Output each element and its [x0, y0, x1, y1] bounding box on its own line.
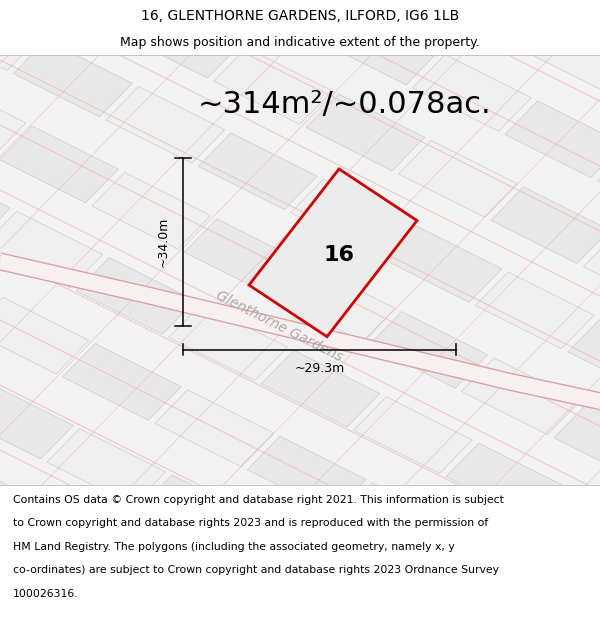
Polygon shape	[598, 148, 600, 224]
Text: HM Land Registry. The polygons (including the associated geometry, namely x, y: HM Land Registry. The polygons (includin…	[13, 542, 455, 552]
Polygon shape	[155, 390, 274, 466]
Polygon shape	[33, 514, 152, 591]
Polygon shape	[383, 226, 502, 302]
Polygon shape	[416, 614, 535, 625]
Polygon shape	[92, 173, 211, 249]
Polygon shape	[0, 382, 73, 459]
Polygon shape	[369, 311, 488, 388]
Polygon shape	[524, 576, 600, 625]
Polygon shape	[320, 8, 439, 85]
Polygon shape	[184, 219, 303, 296]
Polygon shape	[29, 0, 148, 32]
Polygon shape	[520, 16, 600, 92]
Polygon shape	[306, 94, 425, 171]
Polygon shape	[261, 351, 380, 427]
Polygon shape	[121, 1, 240, 78]
Polygon shape	[249, 169, 417, 337]
Polygon shape	[535, 0, 600, 6]
Polygon shape	[413, 54, 531, 131]
Polygon shape	[0, 0, 40, 71]
Text: 16, GLENTHORNE GARDENS, ILFORD, IG6 1LB: 16, GLENTHORNE GARDENS, ILFORD, IG6 1LB	[141, 9, 459, 24]
Polygon shape	[353, 397, 472, 473]
Polygon shape	[0, 80, 26, 156]
Text: 16: 16	[323, 245, 355, 265]
Polygon shape	[554, 404, 600, 481]
Polygon shape	[169, 304, 287, 381]
Polygon shape	[428, 0, 547, 46]
Polygon shape	[432, 529, 551, 606]
Polygon shape	[47, 429, 166, 505]
Polygon shape	[0, 297, 89, 374]
Text: Glenthorne Gardens: Glenthorne Gardens	[214, 288, 344, 364]
Polygon shape	[491, 187, 600, 264]
Polygon shape	[198, 133, 317, 209]
Polygon shape	[461, 358, 580, 434]
Polygon shape	[0, 165, 10, 241]
Text: ~29.3m: ~29.3m	[295, 362, 345, 376]
Polygon shape	[446, 443, 565, 520]
Polygon shape	[232, 521, 350, 598]
Polygon shape	[505, 101, 600, 178]
Text: Contains OS data © Crown copyright and database right 2021. This information is : Contains OS data © Crown copyright and d…	[13, 495, 504, 505]
Polygon shape	[277, 265, 395, 342]
Text: ~314m²/~0.078ac.: ~314m²/~0.078ac.	[198, 90, 492, 119]
Polygon shape	[139, 475, 258, 552]
Polygon shape	[0, 126, 118, 202]
Text: co-ordinates) are subject to Crown copyright and database rights 2023 Ordnance S: co-ordinates) are subject to Crown copyr…	[13, 566, 499, 576]
Polygon shape	[62, 344, 181, 420]
Polygon shape	[398, 141, 517, 217]
Polygon shape	[214, 48, 332, 124]
Polygon shape	[583, 233, 600, 310]
Polygon shape	[218, 608, 337, 625]
Polygon shape	[290, 179, 409, 256]
Polygon shape	[0, 211, 103, 288]
Text: 100026316.: 100026316.	[13, 589, 79, 599]
Polygon shape	[228, 0, 346, 39]
Polygon shape	[76, 258, 195, 334]
Polygon shape	[538, 489, 600, 566]
Polygon shape	[106, 86, 224, 163]
Polygon shape	[568, 318, 600, 395]
Polygon shape	[125, 561, 244, 625]
Polygon shape	[340, 482, 458, 559]
Polygon shape	[475, 272, 594, 349]
Polygon shape	[0, 468, 59, 545]
Text: Map shows position and indicative extent of the property.: Map shows position and indicative extent…	[120, 36, 480, 49]
Polygon shape	[0, 553, 44, 625]
Polygon shape	[17, 600, 136, 625]
Text: to Crown copyright and database rights 2023 and is reproduced with the permissio: to Crown copyright and database rights 2…	[13, 518, 488, 528]
Polygon shape	[13, 40, 132, 117]
Polygon shape	[324, 568, 443, 625]
Text: ~34.0m: ~34.0m	[157, 217, 170, 268]
Polygon shape	[247, 436, 366, 513]
